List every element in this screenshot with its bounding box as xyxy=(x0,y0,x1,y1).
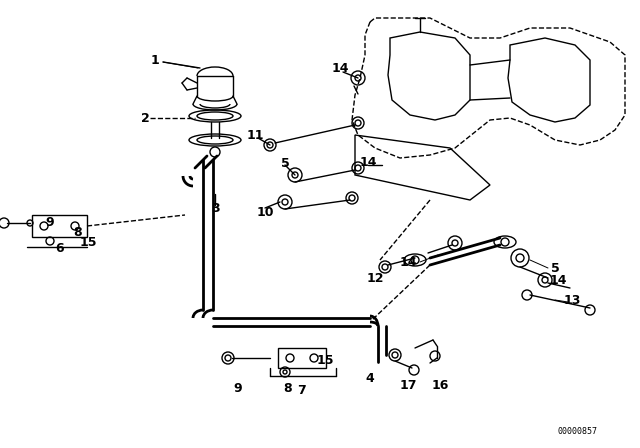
Text: 11: 11 xyxy=(246,129,264,142)
Text: 00000857: 00000857 xyxy=(558,427,598,436)
Text: 6: 6 xyxy=(56,241,64,254)
Text: 14: 14 xyxy=(399,255,417,268)
Text: 5: 5 xyxy=(550,262,559,275)
Text: 9: 9 xyxy=(45,215,54,228)
Text: 9: 9 xyxy=(234,382,243,395)
Text: 2: 2 xyxy=(141,112,149,125)
Text: 14: 14 xyxy=(549,273,567,287)
Text: 1: 1 xyxy=(150,53,159,66)
Text: 7: 7 xyxy=(298,383,307,396)
Text: 5: 5 xyxy=(280,156,289,169)
Text: 3: 3 xyxy=(211,202,220,215)
Text: 17: 17 xyxy=(399,379,417,392)
Bar xyxy=(32,215,87,237)
Text: 10: 10 xyxy=(256,206,274,219)
Text: 13: 13 xyxy=(563,293,580,306)
Text: 14: 14 xyxy=(359,155,377,168)
Text: 15: 15 xyxy=(316,353,333,366)
Text: 16: 16 xyxy=(431,379,449,392)
Text: 14: 14 xyxy=(332,61,349,74)
Bar xyxy=(278,348,326,368)
Text: 8: 8 xyxy=(74,225,83,238)
Text: 12: 12 xyxy=(366,271,384,284)
Text: 8: 8 xyxy=(284,382,292,395)
Text: 4: 4 xyxy=(365,371,374,384)
Text: 15: 15 xyxy=(79,236,97,249)
